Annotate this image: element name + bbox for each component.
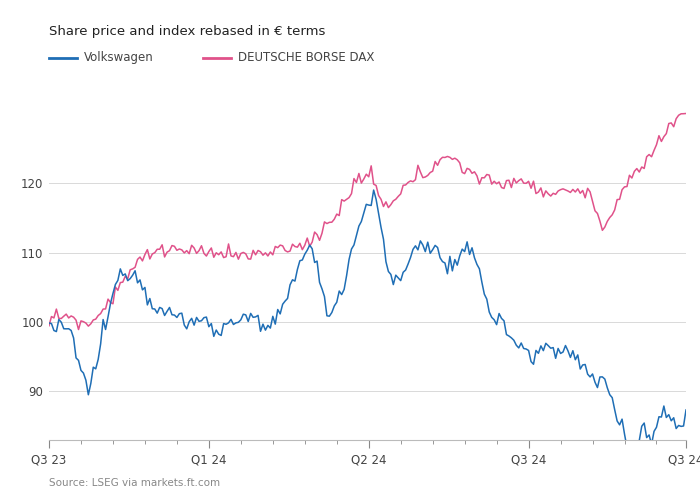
Text: DEUTSCHE BORSE DAX: DEUTSCHE BORSE DAX xyxy=(238,51,374,64)
Text: Volkswagen: Volkswagen xyxy=(84,51,154,64)
Text: Source: LSEG via markets.ft.com: Source: LSEG via markets.ft.com xyxy=(49,478,220,488)
Text: Share price and index rebased in € terms: Share price and index rebased in € terms xyxy=(49,24,326,38)
